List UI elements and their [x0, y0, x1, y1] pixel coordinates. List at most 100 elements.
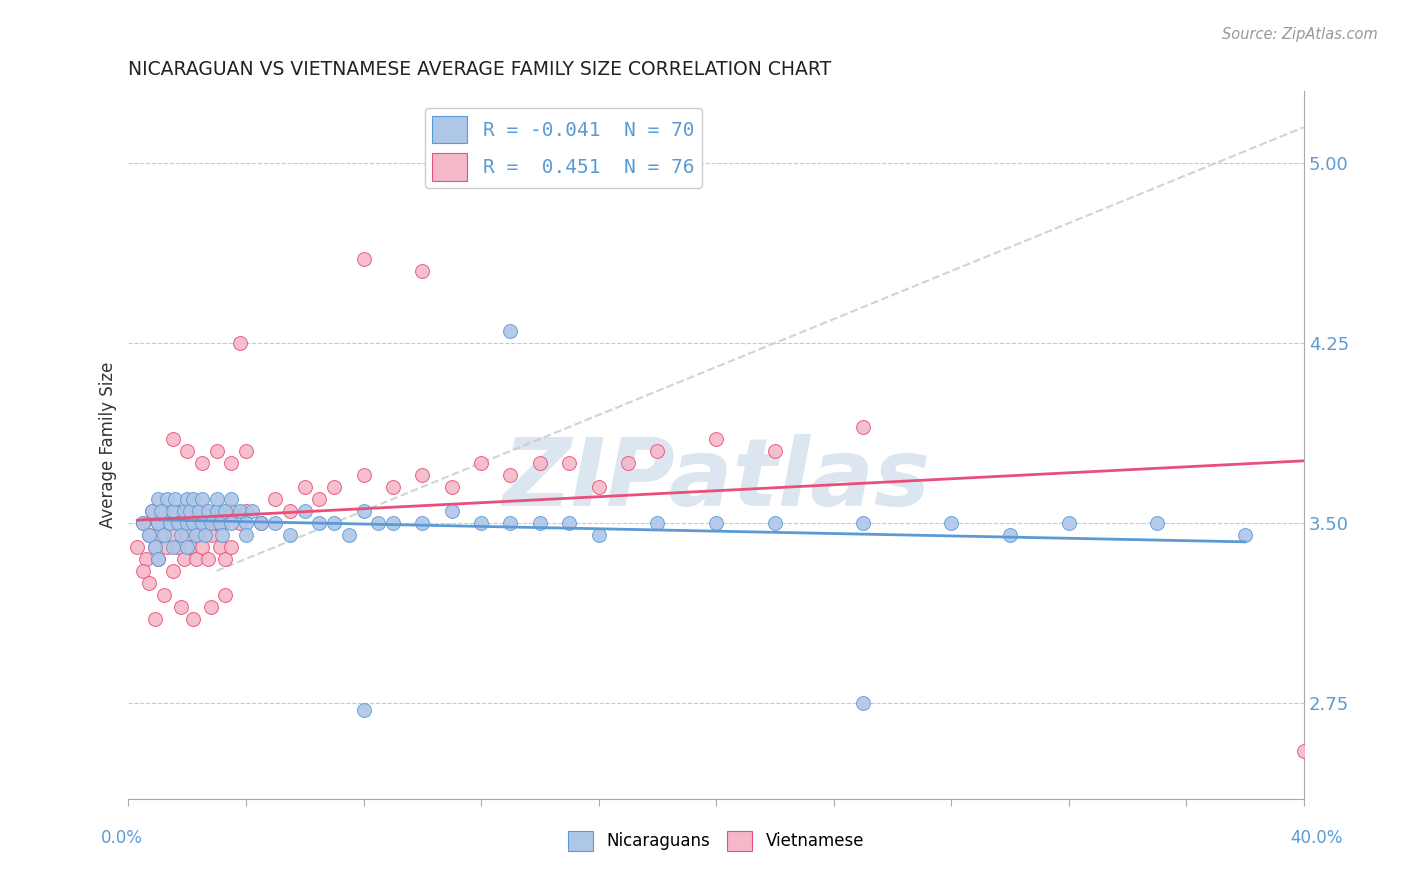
- Point: [146, 516, 169, 530]
- Point: [194, 516, 217, 530]
- Point: [197, 504, 219, 518]
- Point: [152, 528, 174, 542]
- Point: [162, 540, 184, 554]
- Point: [176, 504, 198, 518]
- Point: [181, 491, 204, 506]
- Point: [205, 444, 228, 458]
- Point: [411, 264, 433, 278]
- Point: [165, 504, 187, 518]
- Point: [294, 504, 316, 518]
- Point: [179, 504, 201, 518]
- Point: [381, 480, 404, 494]
- Text: NICARAGUAN VS VIETNAMESE AVERAGE FAMILY SIZE CORRELATION CHART: NICARAGUAN VS VIETNAMESE AVERAGE FAMILY …: [128, 60, 832, 78]
- Point: [308, 491, 330, 506]
- Point: [470, 516, 492, 530]
- Point: [138, 575, 160, 590]
- Point: [188, 528, 211, 542]
- Point: [647, 444, 669, 458]
- Point: [249, 516, 271, 530]
- Point: [127, 540, 149, 554]
- Point: [141, 504, 163, 518]
- Point: [763, 516, 786, 530]
- Point: [229, 504, 252, 518]
- Point: [470, 456, 492, 470]
- Point: [381, 516, 404, 530]
- Point: [162, 432, 184, 446]
- Point: [411, 516, 433, 530]
- Text: Source: ZipAtlas.com: Source: ZipAtlas.com: [1222, 27, 1378, 42]
- Point: [852, 696, 875, 710]
- Point: [184, 552, 207, 566]
- Point: [221, 456, 243, 470]
- Point: [173, 552, 195, 566]
- Point: [240, 504, 263, 518]
- Point: [278, 528, 301, 542]
- Point: [249, 516, 271, 530]
- Point: [529, 456, 551, 470]
- Point: [156, 540, 179, 554]
- Point: [156, 491, 179, 506]
- Point: [184, 528, 207, 542]
- Point: [176, 444, 198, 458]
- Point: [132, 516, 155, 530]
- Point: [205, 516, 228, 530]
- Point: [294, 480, 316, 494]
- Point: [704, 432, 727, 446]
- Point: [939, 516, 962, 530]
- Point: [211, 528, 233, 542]
- Point: [998, 528, 1021, 542]
- Point: [149, 528, 172, 542]
- Point: [170, 528, 193, 542]
- Point: [264, 516, 287, 530]
- Point: [852, 516, 875, 530]
- Point: [558, 516, 581, 530]
- Point: [704, 516, 727, 530]
- Point: [499, 324, 522, 338]
- Point: [208, 540, 231, 554]
- Point: [152, 504, 174, 518]
- Point: [763, 444, 786, 458]
- Point: [167, 516, 190, 530]
- Point: [191, 516, 214, 530]
- Point: [143, 612, 166, 626]
- Point: [411, 467, 433, 482]
- Point: [200, 599, 222, 614]
- Point: [138, 528, 160, 542]
- Point: [165, 491, 187, 506]
- Point: [323, 516, 346, 530]
- Point: [353, 252, 375, 267]
- Point: [146, 552, 169, 566]
- Point: [499, 516, 522, 530]
- Point: [162, 528, 184, 542]
- Point: [214, 552, 236, 566]
- Point: [221, 540, 243, 554]
- Point: [529, 516, 551, 530]
- Point: [278, 504, 301, 518]
- Point: [167, 540, 190, 554]
- Point: [176, 491, 198, 506]
- Point: [229, 516, 252, 530]
- Text: 40.0%: 40.0%: [1291, 829, 1343, 847]
- Point: [188, 504, 211, 518]
- Point: [200, 516, 222, 530]
- Point: [353, 467, 375, 482]
- Point: [181, 516, 204, 530]
- Point: [205, 504, 228, 518]
- Point: [181, 516, 204, 530]
- Point: [647, 516, 669, 530]
- Point: [440, 480, 463, 494]
- Text: 0.0%: 0.0%: [101, 829, 143, 847]
- Point: [146, 552, 169, 566]
- Point: [176, 540, 198, 554]
- Point: [308, 516, 330, 530]
- Point: [214, 504, 236, 518]
- Point: [205, 504, 228, 518]
- Point: [179, 540, 201, 554]
- Point: [159, 516, 181, 530]
- Point: [211, 516, 233, 530]
- Point: [143, 540, 166, 554]
- Point: [235, 504, 257, 518]
- Point: [132, 516, 155, 530]
- Point: [235, 528, 257, 542]
- Point: [162, 504, 184, 518]
